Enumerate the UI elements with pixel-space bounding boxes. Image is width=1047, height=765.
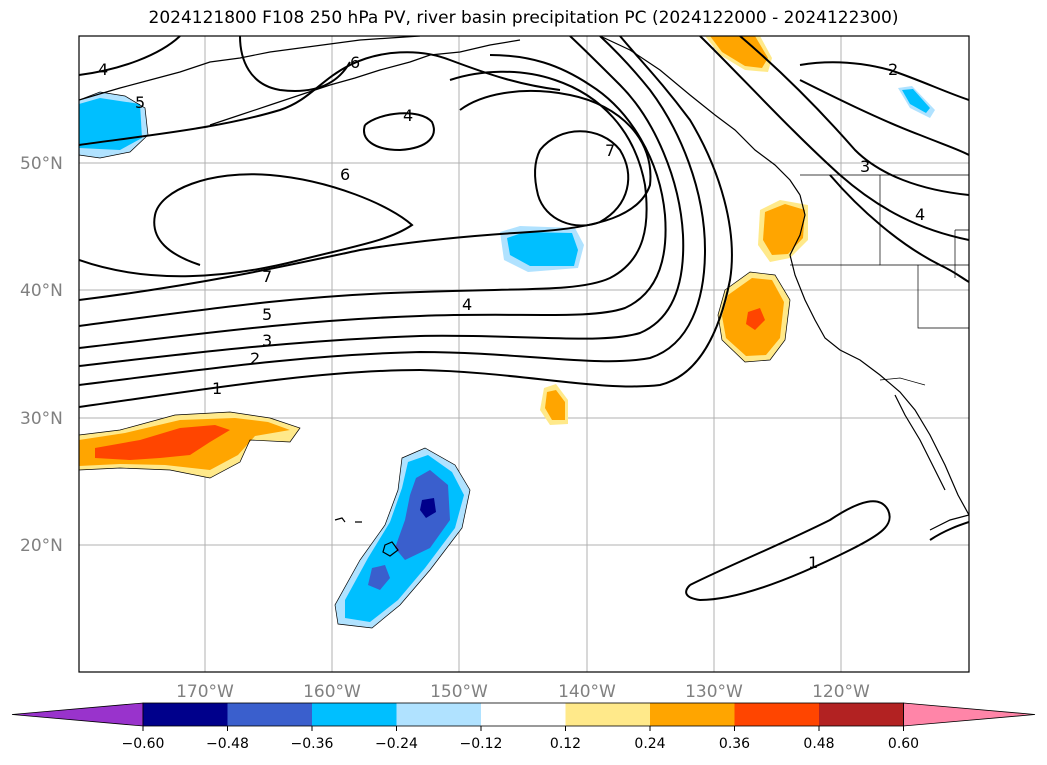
contour-big-5 xyxy=(79,51,561,146)
colorbar-tick-label: 0.60 xyxy=(888,736,919,752)
contour-7-right xyxy=(534,130,630,227)
coast-baja xyxy=(894,394,946,491)
colorbar-frame xyxy=(142,702,904,727)
colorbar-segment xyxy=(565,703,651,726)
shade-small-orange xyxy=(545,390,565,420)
shade-hawaii-dark xyxy=(420,498,436,518)
colorbar-tick-label: 0.48 xyxy=(803,736,834,752)
colorbar-extend-high xyxy=(903,702,1036,727)
clabel-6-top: 6 xyxy=(350,53,360,72)
colorbar-tick-label: −0.36 xyxy=(291,736,334,752)
colorbar-tick-label: −0.60 xyxy=(122,736,165,752)
contour-labels: 4 5 6 4 7 6 7 2 3 4 7 5 3 2 1 4 1 xyxy=(98,53,925,572)
lon-labels: 170°W 160°W 150°W 140°W 130°W 120°W xyxy=(176,682,870,702)
clabel-2: 2 xyxy=(250,349,260,368)
clabel-4-mid: 4 xyxy=(462,295,472,314)
map-frame xyxy=(78,35,970,673)
lon-label-120: 120°W xyxy=(812,682,870,702)
colorbar: −0.60 −0.48 −0.36 −0.24 −0.12 0.12 0.24 0.36 0.4… xyxy=(11,702,1036,752)
colorbar-tick-label: −0.12 xyxy=(460,736,503,752)
coast-bc xyxy=(599,36,801,196)
contour-6 xyxy=(79,89,652,301)
contour-1-south xyxy=(79,36,733,408)
shade-north-orange xyxy=(710,36,768,68)
lon-label-160: 160°W xyxy=(303,682,361,702)
lat-labels: 50°N 40°N 30°N 20°N xyxy=(20,154,63,556)
contour-ne-lower xyxy=(829,174,969,283)
colorbar-segment xyxy=(396,703,482,726)
clabel-6-mid: 6 xyxy=(340,165,350,184)
clabel-2-ne: 2 xyxy=(888,60,898,79)
contour-1-loop xyxy=(685,500,891,602)
coastlines xyxy=(79,36,969,557)
colorbar-segment xyxy=(650,703,735,726)
contour-3 xyxy=(79,36,685,367)
contour-5 xyxy=(79,70,648,327)
shading xyxy=(79,36,935,628)
clabel-4-loop: 4 xyxy=(403,106,413,125)
clabel-5: 5 xyxy=(262,305,272,324)
clabel-1-loop: 1 xyxy=(808,553,818,572)
clabel-7-left: 7 xyxy=(262,267,272,286)
contour-4-ne xyxy=(699,36,969,241)
colorbar-extend-low xyxy=(11,702,144,727)
shade-sub-red xyxy=(95,425,230,460)
contour-4-loop xyxy=(363,112,435,152)
contour-4-nw xyxy=(79,36,181,76)
lon-label-170: 170°W xyxy=(176,682,234,702)
colorbar-tick-label: −0.48 xyxy=(206,736,249,752)
lat-label-30: 30°N xyxy=(20,409,63,429)
clabel-3-ne: 3 xyxy=(860,157,870,176)
lat-label-20: 20°N xyxy=(20,536,63,556)
colorbar-segment xyxy=(819,703,904,726)
map-title: 2024121800 F108 250 hPa PV, river basin … xyxy=(148,8,899,28)
clabel-5-nw: 5 xyxy=(135,93,145,112)
coast-mex xyxy=(929,514,969,531)
colorbar-tick-label: 0.24 xyxy=(634,736,665,752)
shade-coast-orange xyxy=(763,204,805,255)
shade-coast2-red xyxy=(746,308,765,330)
contour-2-ne xyxy=(799,61,969,101)
clabel-1: 1 xyxy=(212,379,222,398)
contour-7-left xyxy=(79,173,414,278)
lat-label-40: 40°N xyxy=(20,281,63,301)
lat-label-50: 50°N xyxy=(20,154,63,174)
contour-3-ne xyxy=(739,36,969,196)
gridlines xyxy=(79,36,969,672)
colorbar-segment xyxy=(481,703,566,726)
colorbar-segment xyxy=(227,703,313,726)
clabel-4-ne: 4 xyxy=(915,205,925,224)
contour-near-ne xyxy=(799,79,969,156)
pv-contours xyxy=(79,36,969,602)
coast-hawaii xyxy=(334,517,399,557)
lon-label-130: 130°W xyxy=(685,682,743,702)
lon-label-140: 140°W xyxy=(558,682,616,702)
colorbar-tick-label: 0.12 xyxy=(550,736,581,752)
colorbar-segment xyxy=(143,703,228,726)
shade-hawaii-mid2 xyxy=(368,565,390,590)
clabel-3: 3 xyxy=(262,331,272,350)
contour-4 xyxy=(79,54,667,349)
contour-2 xyxy=(79,36,707,386)
clabel-4-nw: 4 xyxy=(98,60,108,79)
coast-westus xyxy=(789,194,969,516)
colorbar-tick-label: 0.36 xyxy=(719,736,750,752)
shade-central-blue xyxy=(507,232,578,266)
colorbar-tick-label: −0.24 xyxy=(375,736,418,752)
shade-hawaii-mid xyxy=(395,470,450,560)
colorbar-segment xyxy=(312,703,397,726)
shade-nw-blue xyxy=(79,98,142,150)
contour-1-se xyxy=(929,521,969,541)
clabel-7-right: 7 xyxy=(605,141,615,160)
lon-label-150: 150°W xyxy=(430,682,488,702)
borders xyxy=(790,174,969,386)
shade-ne-blue xyxy=(902,89,930,113)
contour-6-north xyxy=(239,36,351,92)
colorbar-segment xyxy=(734,703,820,726)
coast-alaska xyxy=(79,36,521,126)
